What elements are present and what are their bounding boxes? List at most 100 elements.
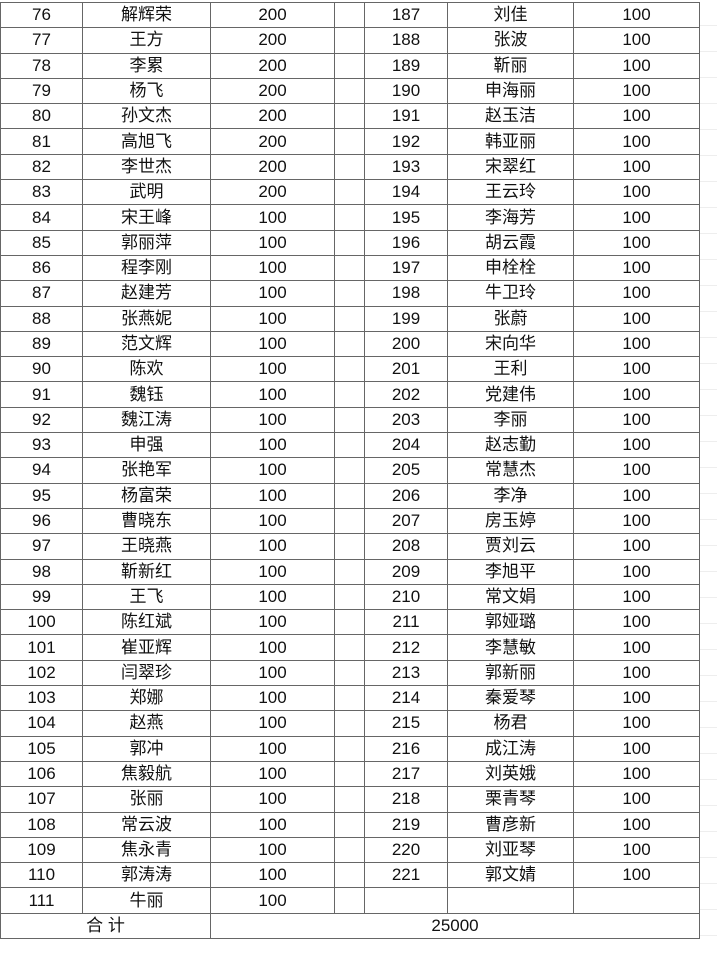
left-amount-cell: 100: [210, 609, 335, 636]
left-name-cell: 张艳军: [82, 457, 211, 484]
right-amount-cell: 100: [573, 27, 700, 54]
right-name-cell: [447, 887, 574, 914]
left-amount-cell: 100: [210, 811, 335, 838]
left-row-number-cell: 97: [0, 533, 83, 560]
spacer-cell: [334, 103, 365, 130]
left-name-cell: 高旭飞: [82, 128, 211, 155]
right-amount-cell: 100: [573, 457, 700, 484]
right-row-number-cell: 215: [364, 710, 448, 737]
right-name-cell: 成江涛: [447, 735, 574, 762]
left-name-cell: 王方: [82, 27, 211, 54]
table-row: 78 李累 200 189 靳丽 100: [0, 52, 700, 79]
left-name-cell: 郭丽萍: [82, 229, 211, 256]
left-row-number-cell: 102: [0, 659, 83, 687]
right-row-number-cell: 188: [364, 27, 448, 54]
left-name-cell: 程李刚: [82, 254, 211, 282]
left-row-number-cell: 93: [0, 432, 83, 459]
left-row-number-cell: 89: [0, 330, 83, 358]
right-row-number-cell: 200: [364, 330, 448, 358]
right-row-number-cell: 190: [364, 77, 448, 105]
left-amount-cell: 100: [210, 204, 335, 231]
right-row-number-cell: 195: [364, 204, 448, 231]
spacer-cell: [334, 558, 365, 585]
left-name-cell: 魏钰: [82, 381, 211, 408]
spacer-cell: [334, 609, 365, 636]
left-row-number-cell: 84: [0, 204, 83, 231]
left-name-cell: 张丽: [82, 786, 211, 813]
table-row: 109 焦永青 100 220 刘亚琴 100: [0, 836, 700, 864]
adjacent-sheet-area: [700, 0, 717, 961]
right-name-cell: 赵玉洁: [447, 103, 574, 130]
right-name-cell: 郭娅璐: [447, 609, 574, 636]
table-row: 76 解辉荣 200 187 刘佳 100: [0, 1, 700, 29]
left-row-number-cell: 95: [0, 482, 83, 509]
right-name-cell: 牛卫玲: [447, 280, 574, 307]
table-row: 83 武明 200 194 王云玲 100: [0, 179, 700, 206]
table-row: 98 靳新红 100 209 李旭平 100: [0, 558, 700, 585]
left-name-cell: 赵建芳: [82, 280, 211, 307]
right-name-cell: 靳丽: [447, 52, 574, 79]
right-name-cell: 张蔚: [447, 305, 574, 332]
left-amount-cell: 100: [210, 432, 335, 459]
left-amount-cell: 100: [210, 887, 335, 914]
left-amount-cell: 200: [210, 1, 335, 29]
left-name-cell: 郑娜: [82, 685, 211, 712]
right-name-cell: 房玉婷: [447, 507, 574, 535]
left-name-cell: 杨飞: [82, 77, 211, 105]
right-amount-cell: [573, 887, 700, 914]
right-amount-cell: 100: [573, 507, 700, 535]
right-row-number-cell: 199: [364, 305, 448, 332]
left-name-cell: 解辉荣: [82, 1, 211, 29]
left-amount-cell: 100: [210, 330, 335, 358]
right-name-cell: 申海丽: [447, 77, 574, 105]
left-amount-cell: 100: [210, 862, 335, 889]
left-row-number-cell: 85: [0, 229, 83, 256]
spacer-cell: [334, 811, 365, 838]
right-amount-cell: 100: [573, 1, 700, 29]
left-amount-cell: 100: [210, 356, 335, 383]
right-name-cell: 栗青琴: [447, 786, 574, 813]
right-name-cell: 秦爱琴: [447, 685, 574, 712]
right-amount-cell: 100: [573, 52, 700, 79]
right-name-cell: 郭新丽: [447, 659, 574, 687]
left-row-number-cell: 108: [0, 811, 83, 838]
spacer-cell: [334, 786, 365, 813]
right-row-number-cell: 213: [364, 659, 448, 687]
table-row: 104 赵燕 100 215 杨君 100: [0, 710, 700, 737]
left-amount-cell: 100: [210, 583, 335, 611]
right-amount-cell: 100: [573, 280, 700, 307]
right-row-number-cell: 204: [364, 432, 448, 459]
right-name-cell: 刘亚琴: [447, 836, 574, 864]
left-amount-cell: 200: [210, 103, 335, 130]
left-row-number-cell: 80: [0, 103, 83, 130]
left-amount-cell: 100: [210, 305, 335, 332]
right-row-number-cell: 216: [364, 735, 448, 762]
right-amount-cell: 100: [573, 406, 700, 434]
right-name-cell: 王云玲: [447, 179, 574, 206]
left-row-number-cell: 87: [0, 280, 83, 307]
right-amount-cell: 100: [573, 609, 700, 636]
spacer-cell: [334, 153, 365, 181]
right-row-number-cell: 219: [364, 811, 448, 838]
right-amount-cell: 100: [573, 482, 700, 509]
spacer-cell: [334, 128, 365, 155]
table-row: 100 陈红斌 100 211 郭娅璐 100: [0, 609, 700, 636]
right-row-number-cell: 212: [364, 634, 448, 661]
right-row-number-cell: 196: [364, 229, 448, 256]
left-name-cell: 焦毅航: [82, 760, 211, 788]
spacer-cell: [334, 52, 365, 79]
left-row-number-cell: 96: [0, 507, 83, 535]
right-amount-cell: 100: [573, 330, 700, 358]
left-row-number-cell: 91: [0, 381, 83, 408]
right-name-cell: 李旭平: [447, 558, 574, 585]
left-amount-cell: 100: [210, 760, 335, 788]
right-row-number-cell: 203: [364, 406, 448, 434]
left-amount-cell: 100: [210, 735, 335, 762]
left-amount-cell: 200: [210, 179, 335, 206]
table-row: 90 陈欢 100 201 王利 100: [0, 356, 700, 383]
right-name-cell: 刘英娥: [447, 760, 574, 788]
left-name-cell: 张燕妮: [82, 305, 211, 332]
right-amount-cell: 100: [573, 862, 700, 889]
right-row-number-cell: 217: [364, 760, 448, 788]
left-name-cell: 赵燕: [82, 710, 211, 737]
